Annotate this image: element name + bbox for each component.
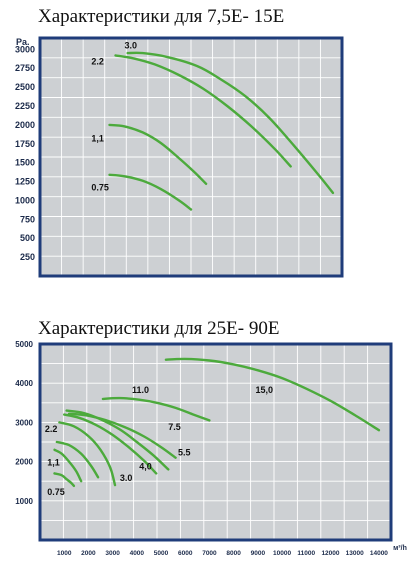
x-tick-label: 5000	[154, 550, 169, 557]
y-tick-label: 2000	[15, 458, 33, 467]
y-tick-label: 2500	[15, 82, 35, 92]
series-label: 2.2	[91, 56, 104, 66]
x-axis-label: м³/h	[393, 545, 407, 552]
series-label: 7.5	[168, 422, 181, 432]
grid	[40, 344, 391, 540]
fan-curve-chart-25e-90e: 5000 4000 3000 2000 1000 1000 2000 3000 4000 5000…	[15, 340, 407, 557]
series-curve-3.0	[58, 421, 117, 487]
y-tick-label: 2250	[15, 101, 35, 111]
y-tick-label: 2000	[15, 120, 35, 130]
x-tick-label: 6000	[178, 550, 193, 557]
series-label: 4,0	[139, 461, 152, 471]
series-curve-7.5	[67, 412, 177, 459]
series-label: 0.75	[47, 487, 65, 497]
series-label: 15,0	[255, 385, 273, 395]
y-tick-label: 1000	[15, 195, 35, 205]
chart-title-bottom: Характеристики для 25E- 90E	[38, 318, 280, 339]
y-tick-label: 500	[20, 233, 35, 243]
y-tick-label: 1000	[15, 497, 33, 506]
chart-title-top: Характеристики для 7,5E- 15E	[38, 6, 285, 27]
series-label: 3.0	[125, 41, 138, 51]
y-tick-label: 250	[20, 252, 35, 262]
y-tick-label: 750	[20, 214, 35, 224]
y-tick-label: 5000	[15, 340, 33, 349]
series-label: 2.2	[45, 424, 58, 434]
series-curve-2.2	[55, 440, 100, 479]
series-curve-15,0	[164, 357, 381, 432]
series-curve-1,1	[53, 448, 83, 483]
series-curve-2.2	[114, 54, 292, 168]
y-tick-label: 3000	[15, 44, 35, 54]
x-tick-label: 10000	[273, 550, 291, 557]
series-label: 3.0	[120, 473, 133, 483]
x-tick-label: 11000	[297, 550, 315, 557]
x-tick-label: 3000	[105, 550, 120, 557]
plot-frame	[38, 342, 393, 542]
series-curve-0.75	[53, 472, 76, 488]
x-tick-label: 1000	[57, 550, 72, 557]
series-label: 1,1	[47, 458, 60, 468]
series-curve-4,0	[63, 413, 158, 475]
y-tick-label: 4000	[15, 379, 33, 388]
y-tick-label: 1250	[15, 177, 35, 187]
y-tick-label: 2750	[15, 63, 35, 73]
fan-curve-chart-7-5e-15e: 3000 2750 2500 2250 2000 1750 1500 1250 1000 750 5…	[15, 36, 344, 278]
plot-frame	[38, 36, 344, 278]
x-tick-label: 9000	[251, 550, 266, 557]
series-curve-5.5	[65, 409, 170, 471]
grid	[40, 38, 342, 276]
x-tick-label: 2000	[81, 550, 96, 557]
y-tick-label: 1750	[15, 139, 35, 149]
x-tick-label: 8000	[226, 550, 241, 557]
series-label: 5.5	[178, 448, 191, 458]
x-tick-label: 12000	[321, 550, 339, 557]
x-tick-label: 7000	[202, 550, 217, 557]
y-axis-label: Pa.	[16, 37, 30, 47]
y-tick-label: 3000	[15, 418, 33, 427]
series-curve-11.0	[101, 396, 211, 422]
y-tick-label: 1500	[15, 158, 35, 168]
series-curve-0.75	[108, 173, 193, 211]
x-tick-label: 4000	[130, 550, 145, 557]
series-curve-3.0	[126, 51, 335, 195]
series-curve-1,1	[108, 123, 208, 185]
x-tick-label: 14000	[370, 550, 388, 557]
series-label: 11.0	[132, 385, 149, 395]
x-tick-label: 13000	[346, 550, 364, 557]
series-label: 0.75	[91, 183, 109, 193]
series-label: 1,1	[91, 134, 104, 144]
